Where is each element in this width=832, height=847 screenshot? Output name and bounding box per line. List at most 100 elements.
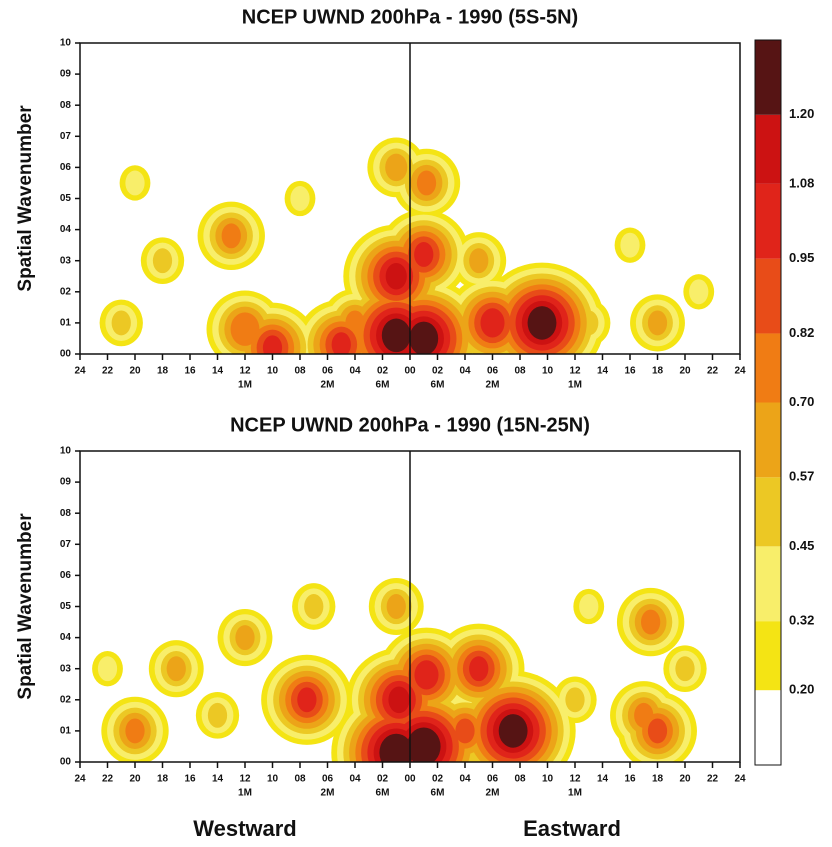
y-tick-label: 01 (60, 726, 72, 737)
x-tick-label: 08 (514, 774, 526, 785)
colorbar-band (755, 40, 781, 115)
x-tick-label: 02 (377, 774, 389, 785)
x-tick-label: 06 (487, 774, 499, 785)
colorbar-label: 1.08 (789, 175, 814, 190)
x-tick-label: 24 (74, 366, 86, 377)
y-tick-label: 03 (60, 663, 72, 674)
period-label: 2M (486, 380, 500, 391)
x-tick-label: 10 (542, 366, 554, 377)
x-tick-label: 20 (679, 774, 691, 785)
contour-level (235, 625, 255, 651)
x-tick-label: 14 (212, 774, 224, 785)
x-tick-label: 12 (239, 774, 251, 785)
y-tick-label: 04 (60, 224, 72, 235)
y-tick-label: 00 (60, 349, 72, 360)
x-tick-label: 02 (377, 366, 389, 377)
x-tick-label: 00 (404, 774, 416, 785)
colorbar-band (755, 477, 781, 547)
y-tick-label: 07 (60, 131, 72, 142)
contour-level (381, 318, 411, 353)
contour-level (565, 687, 585, 713)
contour-level (414, 242, 434, 267)
contour-level (416, 170, 437, 196)
contour-level (414, 660, 439, 690)
x-tick-label: 12 (569, 366, 581, 377)
x-tick-label: 10 (267, 774, 279, 785)
y-tick-label: 06 (60, 162, 72, 173)
contour-level (689, 279, 709, 305)
period-label: 1M (238, 788, 252, 799)
contour-level (675, 656, 695, 682)
x-tick-label: 16 (184, 366, 196, 377)
contour-level (207, 702, 228, 728)
period-label: 6M (431, 788, 445, 799)
colorbar-band (755, 621, 781, 691)
y-tick-label: 04 (60, 632, 72, 643)
x-tick-label: 12 (569, 774, 581, 785)
x-tick-label: 10 (267, 366, 279, 377)
contour-level (469, 248, 489, 274)
colorbar-band (755, 258, 781, 334)
x-tick-label: 20 (679, 366, 691, 377)
y-tick-label: 00 (60, 757, 72, 768)
x-tick-label: 04 (459, 366, 471, 377)
x-tick-label: 24 (734, 774, 746, 785)
contour-level (125, 718, 145, 744)
colorbar-label: 0.57 (789, 469, 814, 484)
chart-title: NCEP UWND 200hPa - 1990 (5S-5N) (242, 6, 578, 28)
period-label: 1M (568, 788, 582, 799)
y-tick-label: 08 (60, 508, 72, 519)
contour-level (527, 306, 557, 340)
x-tick-label: 22 (707, 774, 719, 785)
contour-level (166, 656, 186, 682)
x-tick-label: 22 (102, 774, 114, 785)
y-tick-label: 08 (60, 100, 72, 111)
x-tick-label: 04 (459, 774, 471, 785)
contour-level (641, 609, 661, 635)
contour-level (230, 312, 260, 346)
colorbar-label: 0.32 (789, 613, 814, 628)
y-tick-label: 02 (60, 286, 72, 297)
colorbar-band (755, 183, 781, 259)
contour-level (498, 714, 528, 748)
y-tick-label: 07 (60, 539, 72, 550)
x-tick-label: 08 (294, 774, 306, 785)
colorbar-band (755, 333, 781, 403)
contour-level (152, 248, 173, 274)
x-tick-label: 02 (432, 774, 444, 785)
x-tick-label: 06 (322, 774, 334, 785)
period-label: 6M (431, 380, 445, 391)
contour-level (620, 232, 640, 258)
y-tick-label: 10 (60, 446, 72, 457)
contour-level (345, 310, 365, 336)
period-label: 2M (321, 380, 335, 391)
contour-level (125, 170, 145, 196)
x-tick-label: 16 (624, 366, 636, 377)
x-tick-label: 20 (129, 366, 141, 377)
contour-level (647, 718, 668, 744)
x-tick-label: 16 (184, 774, 196, 785)
colorbar-label: 0.45 (789, 538, 814, 553)
contour-level (385, 153, 408, 182)
y-tick-label: 09 (60, 477, 72, 488)
x-tick-label: 02 (432, 366, 444, 377)
x-tick-label: 06 (322, 366, 334, 377)
contour-level (304, 594, 324, 619)
x-tick-label: 04 (349, 366, 361, 377)
colorbar-label: 0.70 (789, 394, 814, 409)
contour-level (297, 687, 317, 713)
x-tick-label: 22 (707, 366, 719, 377)
x-tick-label: 00 (404, 366, 416, 377)
period-label: 1M (238, 380, 252, 391)
y-tick-label: 05 (60, 193, 72, 204)
y-tick-label: 02 (60, 694, 72, 705)
colorbar-band (755, 402, 781, 478)
chart-title: NCEP UWND 200hPa - 1990 (15N-25N) (230, 414, 590, 436)
period-label: 2M (486, 788, 500, 799)
y-tick-label: 03 (60, 255, 72, 266)
x-tick-label: 16 (624, 774, 636, 785)
x-tick-label: 18 (157, 366, 169, 377)
contour-field (99, 137, 715, 354)
y-axis-label: Spatial Wavenumber (15, 513, 36, 700)
